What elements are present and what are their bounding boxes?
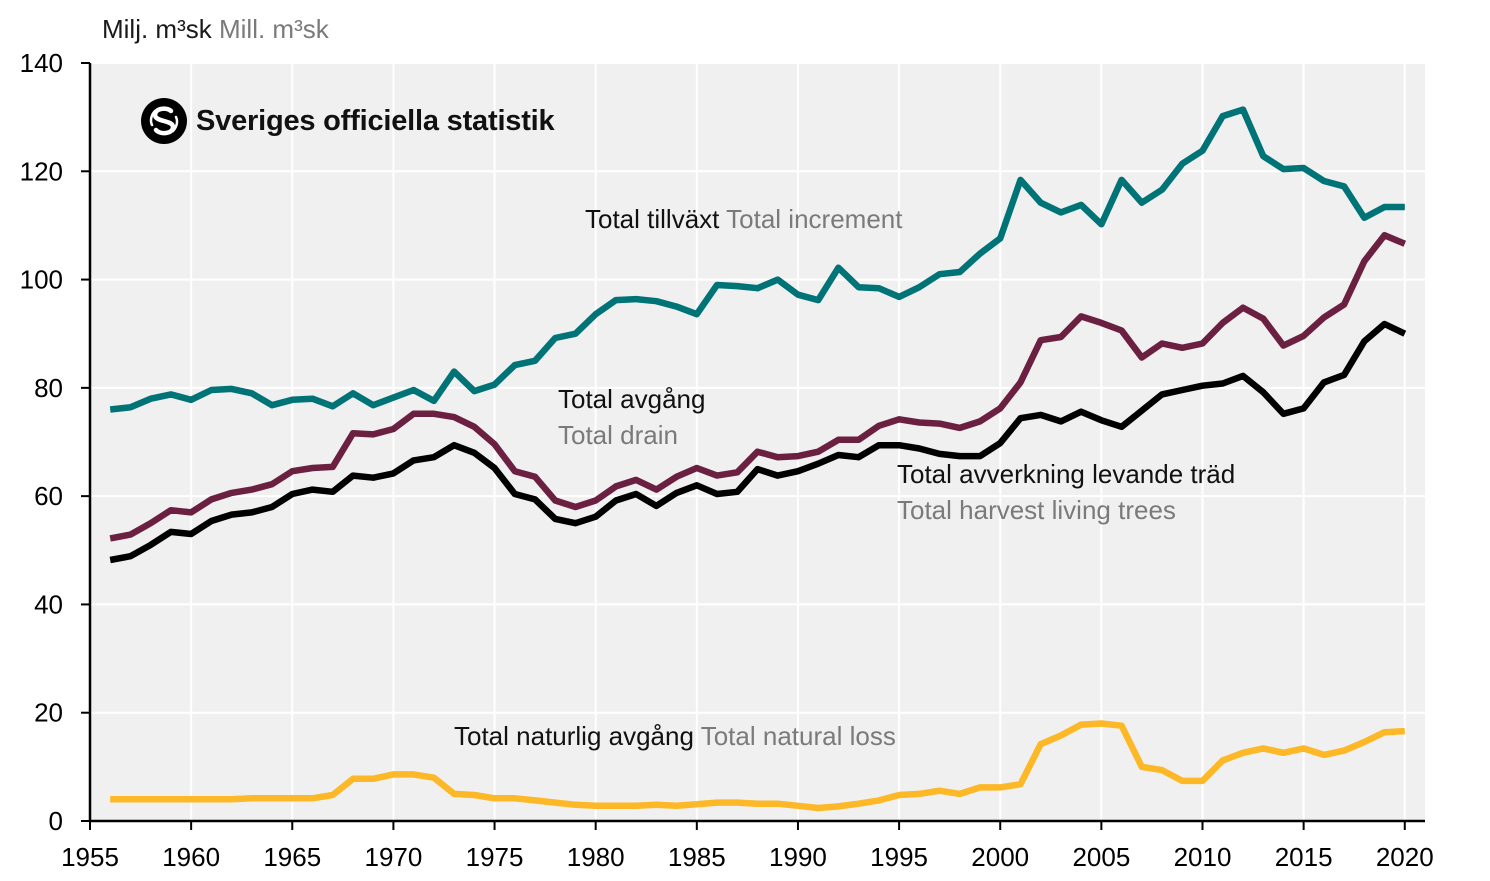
x-tick-label-1970: 1970 — [364, 842, 422, 872]
y-tick-label-100: 100 — [20, 265, 63, 295]
x-tick-label-1965: 1965 — [263, 842, 321, 872]
x-tick-label-1955: 1955 — [61, 842, 119, 872]
label-total-increment: Total tillväxt Total increment — [585, 201, 902, 237]
unit-label-sv: Milj. m³sk — [102, 14, 212, 44]
sos-logo-text: Sveriges officiella statistik — [196, 104, 555, 137]
label-total-drain: Total avgång Total drain — [558, 381, 705, 453]
label-drain-en: Total drain — [558, 420, 678, 450]
y-tick-label-40: 40 — [34, 589, 63, 619]
x-tick-label-2020: 2020 — [1376, 842, 1434, 872]
label-natural-sv: Total naturlig avgång — [454, 721, 694, 751]
series-line-drain — [109, 231, 1407, 542]
y-tick-label-0: 0 — [49, 806, 63, 836]
series-line-increment — [109, 106, 1405, 413]
label-increment-sv: Total tillväxt — [585, 204, 720, 234]
label-harvest-en: Total harvest living trees — [897, 495, 1176, 525]
label-drain-sv: Total avgång — [558, 384, 706, 414]
series-lines — [109, 106, 1407, 812]
x-tick-label-1990: 1990 — [769, 842, 827, 872]
label-total-harvest: Total avverkning levande träd Total harv… — [897, 456, 1235, 528]
y-tick-label-140: 140 — [20, 48, 63, 78]
y-tick-label-60: 60 — [34, 481, 63, 511]
label-increment-en: Total increment — [726, 204, 903, 234]
x-tick-label-1985: 1985 — [668, 842, 726, 872]
plot-area — [90, 63, 1425, 821]
axes — [81, 62, 1425, 830]
x-tick-label-1995: 1995 — [870, 842, 928, 872]
x-tick-label-2015: 2015 — [1275, 842, 1333, 872]
x-tick-label-1960: 1960 — [162, 842, 220, 872]
sos-logo: Sveriges officiella statistik — [140, 97, 555, 145]
tick-labels: 0 20 40 60 80 100 120 140 1955 1960 1965 1970 1975 19… — [20, 48, 1434, 872]
y-axis-unit-label: Milj. m³sk Mill. m³sk — [102, 14, 329, 45]
label-total-natural-loss: Total naturlig avgång Total natural loss — [454, 718, 896, 754]
y-tick-label-120: 120 — [20, 156, 63, 186]
x-tick-label-1980: 1980 — [567, 842, 625, 872]
series-line-harvest — [109, 320, 1407, 564]
label-harvest-sv: Total avverkning levande träd — [897, 459, 1236, 489]
x-tick-label-1975: 1975 — [466, 842, 524, 872]
x-tick-label-2010: 2010 — [1174, 842, 1232, 872]
label-natural-en: Total natural loss — [700, 721, 896, 751]
y-tick-label-20: 20 — [34, 698, 63, 728]
sos-logo-icon — [141, 98, 187, 144]
x-tick-label-2005: 2005 — [1072, 842, 1130, 872]
y-tick-label-80: 80 — [34, 373, 63, 403]
unit-label-en: Mill. m³sk — [219, 14, 329, 44]
x-tick-label-2000: 2000 — [971, 842, 1029, 872]
series-line-natural — [110, 720, 1405, 812]
